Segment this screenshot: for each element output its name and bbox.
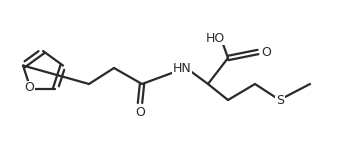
Text: S: S [276,93,284,106]
Text: HO: HO [205,31,224,44]
Text: HN: HN [173,62,191,75]
Text: O: O [25,82,34,95]
Text: O: O [261,46,271,58]
Text: O: O [135,106,145,120]
